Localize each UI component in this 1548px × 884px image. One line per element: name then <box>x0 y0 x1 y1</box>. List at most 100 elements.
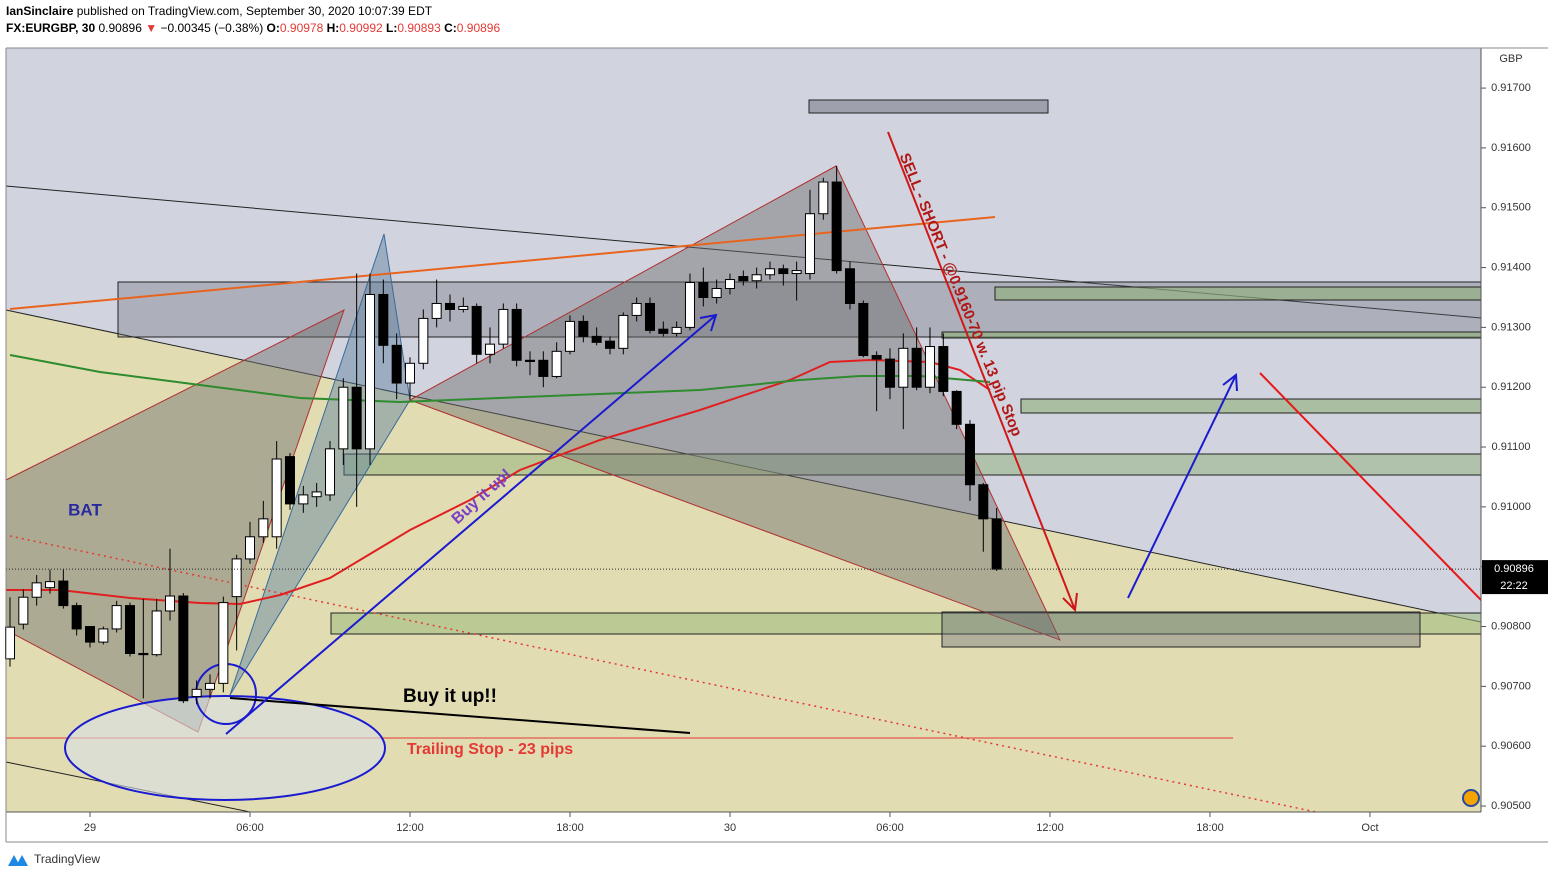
annotation: Buy it up!! <box>403 686 497 707</box>
candle-body <box>684 282 695 328</box>
y-tick-label: 0.90800 <box>1491 620 1531 632</box>
moving-average <box>9 354 991 404</box>
candle-body <box>671 326 682 334</box>
candle-body <box>498 308 509 345</box>
candle-body <box>404 362 415 384</box>
y-tick-label: 0.91700 <box>1491 82 1531 94</box>
dotted-line <box>9 535 1317 813</box>
last-price-box <box>1482 560 1548 595</box>
x-tick-label: 06:00 <box>876 822 904 834</box>
candle-body <box>58 580 69 607</box>
candle-body <box>244 536 255 560</box>
candle-body <box>751 274 762 282</box>
candle-body <box>391 344 402 384</box>
candle-body <box>418 317 429 364</box>
candle-body <box>31 582 42 598</box>
candle-body <box>204 682 215 690</box>
candle-body <box>111 605 122 630</box>
candle-body <box>631 302 642 316</box>
support-box <box>994 286 1482 301</box>
projection-line <box>1259 372 1482 601</box>
y-tick-label: 0.91400 <box>1491 261 1531 273</box>
candle-body <box>591 335 602 343</box>
candle-body <box>324 448 335 496</box>
arrow <box>887 131 1078 613</box>
candle-body <box>338 386 349 450</box>
candle-body <box>18 596 29 625</box>
candle-body <box>964 423 975 486</box>
candle-body <box>138 652 149 656</box>
candle-body <box>71 605 82 630</box>
ohlc-value: 0.90978 <box>280 21 324 35</box>
y-tick-label: 0.91500 <box>1491 202 1531 214</box>
y-tick-label: 0.91300 <box>1491 321 1531 333</box>
x-tick-label: Oct <box>1361 822 1378 834</box>
brand: TradingView <box>34 852 100 866</box>
candle-body <box>711 288 722 298</box>
candle-body <box>951 390 962 425</box>
candle-body <box>271 458 282 538</box>
candle-body <box>831 181 842 272</box>
candle-body <box>124 605 135 654</box>
time-axis <box>0 812 1548 842</box>
candle-body <box>258 518 269 538</box>
candle-body <box>618 314 629 349</box>
annotation: BAT <box>68 500 102 519</box>
candle-body <box>471 305 482 355</box>
ohlc-label: H: <box>327 21 340 35</box>
candle-body <box>431 302 442 319</box>
moving-average <box>6 358 991 606</box>
annotation: Trailing Stop - 23 pips <box>407 741 573 758</box>
candle-body <box>724 279 735 290</box>
arrow <box>225 313 718 735</box>
y-tick-label: 0.90600 <box>1491 740 1531 752</box>
highlight-ellipse <box>64 695 386 801</box>
pointer-line <box>229 697 691 734</box>
candle-body <box>738 276 749 282</box>
x-tick-label: 12:00 <box>1036 822 1064 834</box>
x-tick-label: 18:00 <box>1196 822 1224 834</box>
candle-body <box>84 626 95 643</box>
candles <box>5 165 1481 705</box>
candle-body <box>844 268 855 304</box>
change: −0.00345 (−0.38%) <box>160 21 263 35</box>
symbol: FX:EURGBP, 30 <box>6 21 95 35</box>
candle-body <box>284 456 295 505</box>
candle-body <box>378 293 389 346</box>
candle-body <box>858 302 869 357</box>
ohlc-label: L: <box>386 21 397 35</box>
y-tick-label: 0.91100 <box>1492 441 1531 453</box>
candle-body <box>551 350 562 377</box>
candle-body <box>218 602 229 684</box>
header-line: IanSinclaire published on TradingView.co… <box>6 4 433 18</box>
settings-icon <box>1462 789 1480 807</box>
y-tick-label: 0.90500 <box>1491 800 1531 812</box>
candle-body <box>351 386 362 450</box>
candle-body <box>164 595 175 612</box>
brand-logo <box>8 855 28 866</box>
candle-body <box>991 518 1002 570</box>
y-tick-label: 0.91000 <box>1491 501 1531 513</box>
x-tick-label: 18:00 <box>556 822 584 834</box>
support-box <box>941 331 1482 339</box>
candle-body <box>191 688 202 698</box>
candle-body <box>178 595 189 702</box>
arrow: ▼ <box>145 21 157 35</box>
axes: 0.905000.906000.907000.908000.909000.910… <box>84 82 1548 834</box>
candle-body <box>658 328 669 334</box>
x-tick-label: 12:00 <box>396 822 424 834</box>
candle-body <box>898 347 909 388</box>
candle-body <box>804 213 815 275</box>
header-line: FX:EURGBP, 30 0.90896 ▼ −0.00345 (−0.38%… <box>6 21 500 35</box>
candle-body <box>604 340 615 349</box>
candle-body <box>44 581 55 589</box>
candle-body <box>764 268 775 276</box>
x-tick-label: 06:00 <box>236 822 264 834</box>
candle-body <box>978 484 989 520</box>
ohlc-value: 0.90896 <box>457 21 501 35</box>
y-tick-label: 0.91600 <box>1491 142 1531 154</box>
candle-body <box>911 347 922 388</box>
y-tick-label: 0.91200 <box>1491 381 1531 393</box>
